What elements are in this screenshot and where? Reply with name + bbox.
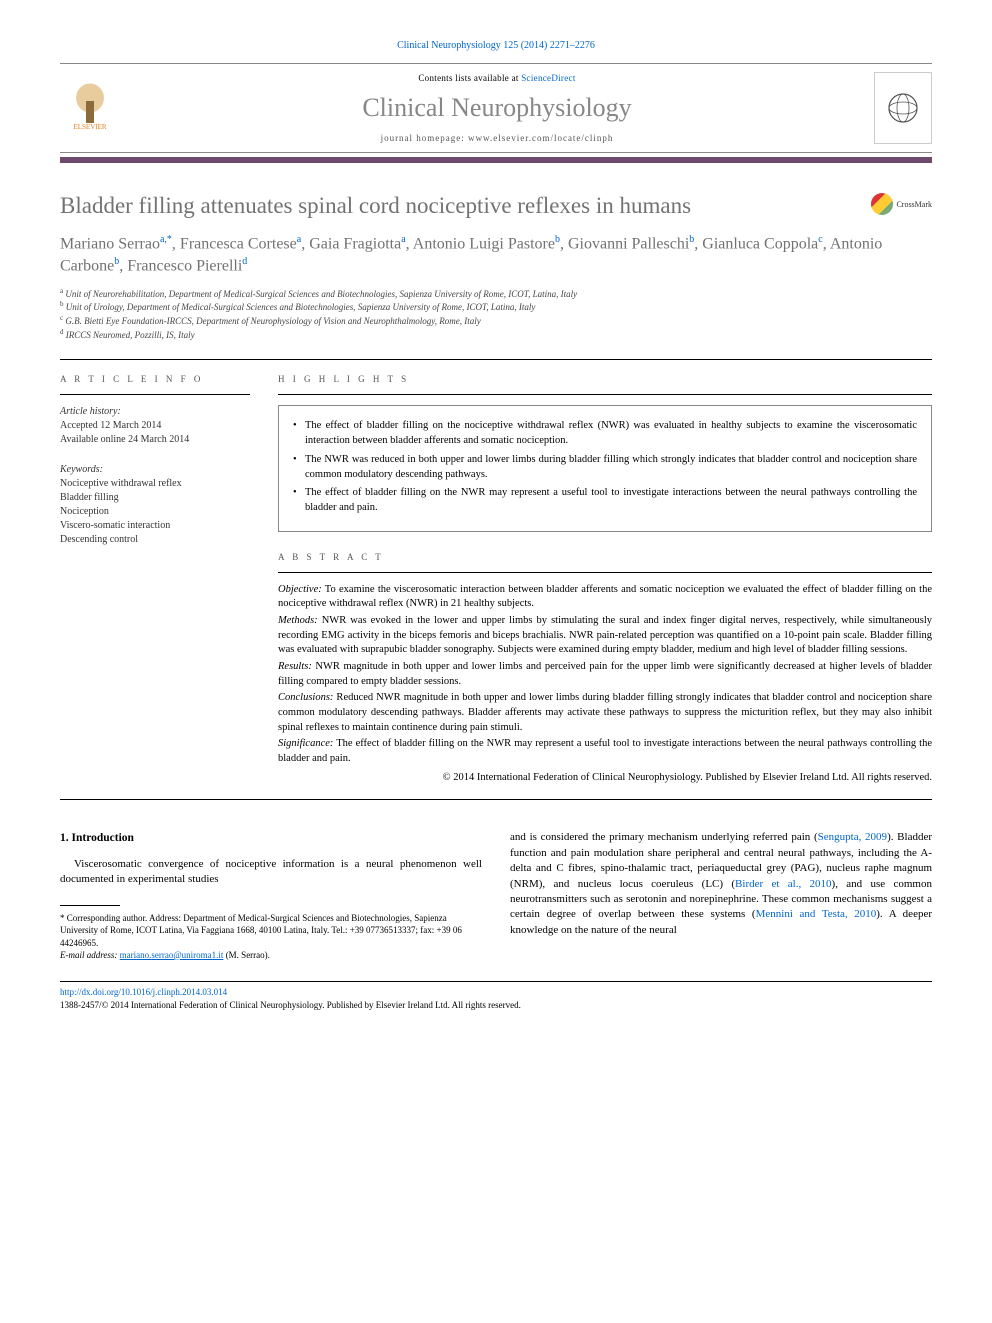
highlights-divider [278, 394, 932, 395]
conclusions-text: Reduced NWR magnitude in both upper and … [278, 692, 932, 732]
journal-name: Clinical Neurophysiology [120, 93, 874, 123]
article-title: Bladder filling attenuates spinal cord n… [60, 193, 871, 219]
author-affil-sup: d [242, 256, 247, 267]
author-affil-sup: a [401, 234, 405, 245]
accepted-date: Accepted 12 March 2014 [60, 419, 250, 433]
affiliation-line: a Unit of Neurorehabilitation, Departmen… [60, 287, 932, 301]
abstract-body: Objective: To examine the viscerosomatic… [278, 583, 932, 786]
keyword-item: Nociceptive withdrawal reflex [60, 477, 250, 491]
intro-heading: 1. Introduction [60, 830, 482, 846]
header-center: Contents lists available at ScienceDirec… [120, 73, 874, 143]
journal-reference: Clinical Neurophysiology 125 (2014) 2271… [60, 40, 932, 51]
affiliation-line: c G.B. Bietti Eye Foundation-IRCCS, Depa… [60, 314, 932, 328]
ref-birder[interactable]: Birder et al., 2010 [735, 878, 831, 890]
affiliation-key: a [60, 287, 63, 295]
authors-line: Mariano Serraoa,*, Francesca Cortesea, G… [60, 233, 932, 277]
article-history: Article history: Accepted 12 March 2014 … [60, 405, 250, 447]
corresponding-author-footnote: * Corresponding author. Address: Departm… [60, 912, 482, 961]
keyword-item: Descending control [60, 533, 250, 547]
online-date: Available online 24 March 2014 [60, 433, 250, 447]
issn-line: 1388-2457/© 2014 International Federatio… [60, 1000, 521, 1010]
methods-lead: Methods: [278, 615, 318, 626]
highlights-box: The effect of bladder filling on the noc… [278, 405, 932, 531]
affiliations: a Unit of Neurorehabilitation, Departmen… [60, 287, 932, 341]
crossmark-icon [871, 193, 893, 215]
highlight-item: The effect of bladder filling on the noc… [293, 418, 917, 448]
article-info-label: A R T I C L E I N F O [60, 374, 250, 384]
keywords-block: Keywords: Nociceptive withdrawal reflexB… [60, 463, 250, 547]
elsevier-tree-icon [66, 73, 114, 123]
objective-text: To examine the viscerosomatic interactio… [278, 584, 932, 610]
elsevier-logo: ELSEVIER [60, 73, 120, 143]
contents-prefix: Contents lists available at [418, 73, 521, 83]
keyword-item: Nociception [60, 505, 250, 519]
crossmark-badge[interactable]: CrossMark [871, 193, 932, 215]
affiliation-key: d [60, 328, 64, 336]
highlights-label: H I G H L I G H T S [278, 374, 932, 384]
contents-line: Contents lists available at ScienceDirec… [120, 73, 874, 83]
divider-top [60, 359, 932, 360]
doi-link[interactable]: http://dx.doi.org/10.1016/j.clinph.2014.… [60, 987, 227, 997]
conclusions-lead: Conclusions: [278, 692, 333, 703]
results-text: NWR magnitude in both upper and lower li… [278, 661, 932, 687]
journal-header: ELSEVIER Contents lists available at Sci… [60, 63, 932, 153]
intro-para-left: Viscerosomatic convergence of nociceptiv… [60, 857, 482, 888]
affiliation-key: c [60, 314, 63, 322]
abstract-column: H I G H L I G H T S The effect of bladde… [278, 374, 932, 787]
affiliation-line: d IRCCS Neuromed, Pozzilli, IS, Italy [60, 328, 932, 342]
homepage-prefix: journal homepage: [381, 133, 468, 143]
footer: http://dx.doi.org/10.1016/j.clinph.2014.… [60, 986, 932, 1011]
keyword-item: Viscero-somatic interaction [60, 519, 250, 533]
divider-bottom [60, 799, 932, 800]
cover-globe-icon [885, 90, 921, 126]
email-label: E-mail address: [60, 950, 120, 960]
ref-sengupta[interactable]: Sengupta, 2009 [818, 831, 887, 843]
author-affil-sup: b [689, 234, 694, 245]
abstract-copyright: © 2014 International Federation of Clini… [278, 771, 932, 786]
affiliation-line: b Unit of Urology, Department of Medical… [60, 300, 932, 314]
corr-email-link[interactable]: mariano.serrao@uniroma1.it [120, 950, 224, 960]
highlight-item: The effect of bladder filling on the NWR… [293, 485, 917, 515]
homepage-url: www.elsevier.com/locate/clinph [468, 133, 613, 143]
color-bar [60, 157, 932, 163]
footer-separator [60, 981, 932, 982]
corr-email-name: (M. Serrao). [223, 950, 270, 960]
journal-cover-icon [874, 72, 932, 144]
methods-text: NWR was evoked in the lower and upper li… [278, 615, 932, 655]
crossmark-label: CrossMark [896, 200, 932, 209]
author-affil-sup: a [297, 234, 301, 245]
homepage-line: journal homepage: www.elsevier.com/locat… [120, 133, 874, 143]
significance-lead: Significance: [278, 738, 333, 749]
keyword-item: Bladder filling [60, 491, 250, 505]
history-hdr: Article history: [60, 405, 250, 419]
author-affil-sup: b [555, 234, 560, 245]
body-columns: 1. Introduction Viscerosomatic convergen… [60, 830, 932, 960]
abstract-divider [278, 572, 932, 573]
body-left-column: 1. Introduction Viscerosomatic convergen… [60, 830, 482, 960]
title-row: Bladder filling attenuates spinal cord n… [60, 193, 932, 219]
significance-text: The effect of bladder filling on the NWR… [278, 738, 932, 764]
author-affil-sup: c [818, 234, 822, 245]
sciencedirect-link[interactable]: ScienceDirect [521, 73, 575, 83]
corr-text: Corresponding author. Address: Departmen… [60, 913, 462, 947]
affiliation-key: b [60, 300, 64, 308]
author-affil-sup: b [114, 256, 119, 267]
article-info-column: A R T I C L E I N F O Article history: A… [60, 374, 250, 787]
keywords-hdr: Keywords: [60, 463, 250, 477]
author-affil-sup: a,* [160, 234, 172, 245]
footnote-separator [60, 905, 120, 906]
info-abstract-row: A R T I C L E I N F O Article history: A… [60, 374, 932, 787]
results-lead: Results: [278, 661, 312, 672]
abstract-label: A B S T R A C T [278, 552, 932, 562]
publisher-label: ELSEVIER [73, 123, 106, 131]
intro-right-1: and is considered the primary mechanism … [510, 831, 818, 843]
body-right-column: and is considered the primary mechanism … [510, 830, 932, 960]
objective-lead: Objective: [278, 584, 322, 595]
ref-mennini[interactable]: Mennini and Testa, 2010 [756, 908, 877, 920]
highlight-item: The NWR was reduced in both upper and lo… [293, 452, 917, 482]
info-divider [60, 394, 250, 395]
page-container: Clinical Neurophysiology 125 (2014) 2271… [0, 0, 992, 1051]
